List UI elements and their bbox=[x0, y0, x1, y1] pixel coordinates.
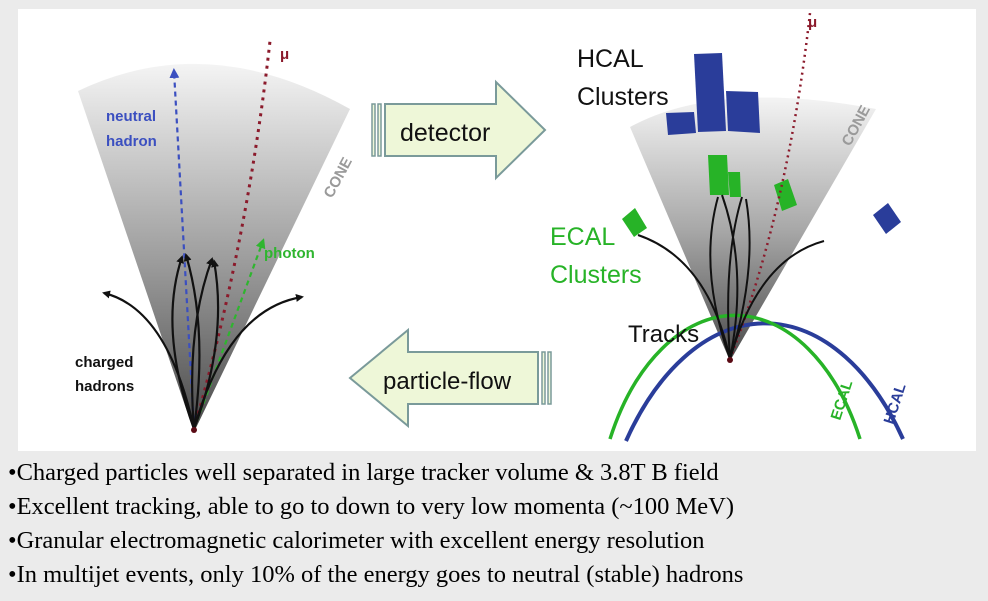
hcal-clusters bbox=[666, 53, 901, 234]
hcal-cluster-1 bbox=[666, 112, 696, 135]
particle-flow-arrow-shape bbox=[348, 327, 539, 429]
detector-arrow-shape bbox=[384, 79, 547, 181]
ecal-cluster-1 bbox=[622, 208, 647, 237]
charged-track-2 bbox=[183, 253, 201, 430]
right-track-2 bbox=[721, 194, 739, 360]
photon-track bbox=[192, 238, 266, 430]
neutral-hadron-track bbox=[169, 68, 196, 430]
charged-hadrons-label-line2: hadrons bbox=[75, 378, 134, 395]
ecal-clusters bbox=[622, 155, 797, 237]
right-panel: CONE HCAL ECAL μ bbox=[550, 12, 910, 442]
charged-hadron-tracks bbox=[102, 253, 304, 430]
photon-label: photon bbox=[264, 245, 315, 262]
right-muon-label: μ bbox=[808, 14, 817, 31]
charged-hadrons-label-line1: charged bbox=[75, 354, 133, 371]
left-panel: CONE μ neutral hadron photon charged had… bbox=[75, 40, 356, 433]
charged-track-3 bbox=[191, 257, 214, 430]
hcal-clusters-label-line1: HCAL bbox=[577, 45, 644, 73]
neutral-hadron-label-line2: hadron bbox=[106, 133, 157, 150]
bullet-item: •Excellent tracking, able to go to down … bbox=[8, 493, 735, 520]
tracks-label: Tracks bbox=[628, 321, 699, 348]
right-cone bbox=[630, 97, 876, 361]
right-track-3 bbox=[727, 196, 743, 360]
left-cone-label: CONE bbox=[321, 155, 356, 201]
left-vertex bbox=[191, 427, 197, 433]
bullet-item: •Charged particles well separated in lar… bbox=[8, 459, 719, 486]
detector-arrow-label: detector bbox=[400, 119, 490, 147]
ecal-clusters-label-line2: Clusters bbox=[550, 261, 642, 289]
hcal-clusters-label-line2: Clusters bbox=[577, 83, 669, 111]
figure-svg: CONE μ neutral hadron photon charged had… bbox=[75, 12, 910, 442]
particle-flow-figure: CONE μ neutral hadron photon charged had… bbox=[18, 9, 976, 451]
ecal-cluster-4 bbox=[774, 179, 797, 211]
charged-track-1 bbox=[171, 255, 196, 430]
bullet-list: •Charged particles well separated in lar… bbox=[8, 456, 983, 592]
right-track-6 bbox=[729, 240, 825, 360]
ecal-clusters-label-line1: ECAL bbox=[550, 223, 615, 251]
right-track-1 bbox=[709, 196, 731, 360]
right-tracks bbox=[637, 194, 825, 360]
right-track-5 bbox=[637, 234, 731, 360]
hcal-ring bbox=[624, 321, 905, 442]
charged-track-5 bbox=[102, 290, 196, 430]
charged-track-6 bbox=[192, 294, 304, 430]
hcal-cluster-3 bbox=[726, 91, 760, 133]
bullet-item: •Granular electromagnetic calorimeter wi… bbox=[8, 527, 705, 554]
left-cone bbox=[78, 63, 350, 433]
hcal-cluster-2 bbox=[694, 53, 726, 132]
bullet-item: •In multijet events, only 10% of the ene… bbox=[8, 561, 744, 588]
hcal-cluster-4 bbox=[873, 203, 901, 234]
ecal-cluster-2 bbox=[708, 155, 729, 195]
neutral-hadron-label-line1: neutral bbox=[106, 108, 156, 125]
ecal-cluster-3 bbox=[728, 172, 741, 197]
detector-arrow: detector bbox=[371, 79, 547, 181]
particle-flow-arrow-label: particle-flow bbox=[383, 368, 512, 395]
right-vertex bbox=[727, 357, 733, 363]
ecal-ring bbox=[608, 313, 862, 440]
particle-flow-arrow: particle-flow bbox=[348, 327, 552, 429]
left-muon-label: μ bbox=[280, 46, 289, 63]
